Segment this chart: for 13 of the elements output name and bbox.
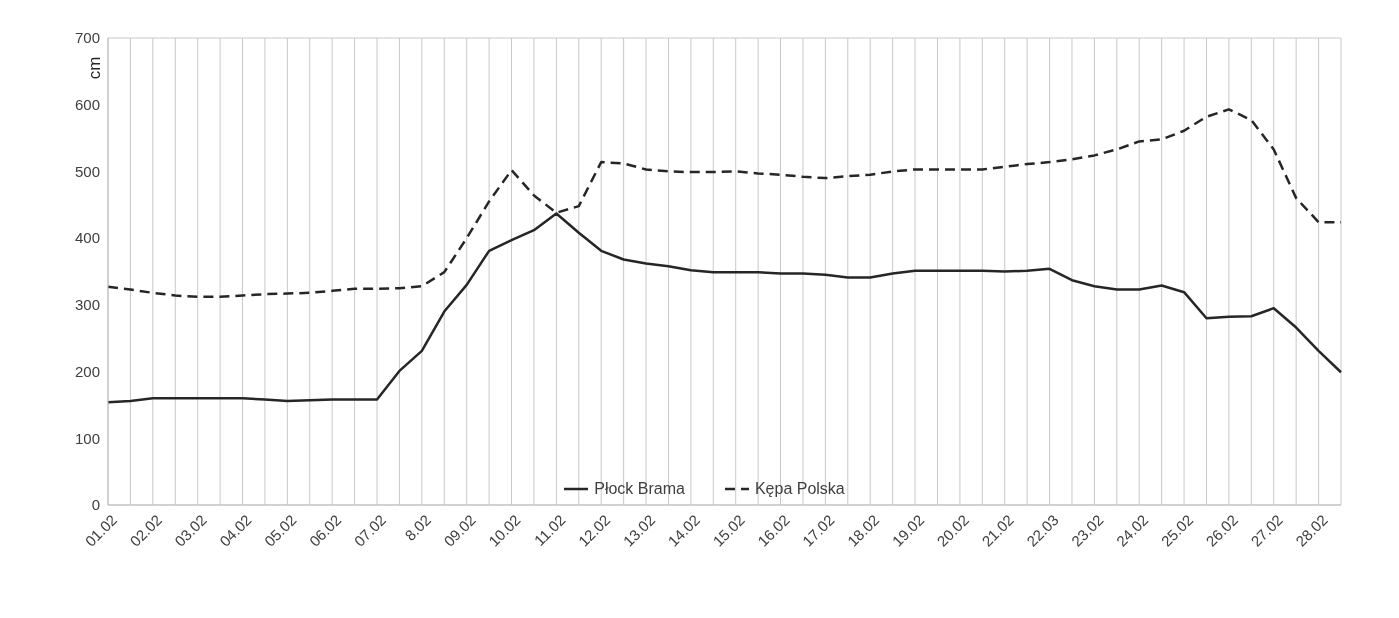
line-series [106,108,1343,299]
y-tick-label: 300 [74,296,100,314]
y-tick-label: 100 [74,429,100,447]
legend-label: Płock Brama [593,480,685,498]
line-series [106,212,1343,404]
y-tick-label: 700 [74,29,100,47]
y-tick-label: 400 [74,229,100,247]
legend-label: Kępa Polska [753,480,845,498]
y-tick-label: 200 [74,362,100,380]
y-tick-label: 500 [74,162,100,180]
y-tick-label: 0 [91,496,100,514]
y-axis-title: cm [85,56,104,80]
y-tick-label: 600 [74,96,100,114]
